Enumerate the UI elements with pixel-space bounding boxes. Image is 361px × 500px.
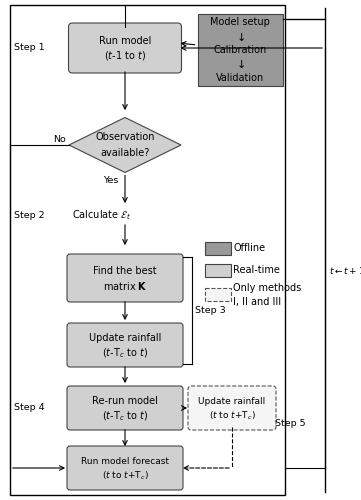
FancyBboxPatch shape [67, 323, 183, 367]
Text: Offline: Offline [233, 243, 265, 253]
Text: Step 5: Step 5 [275, 420, 306, 428]
FancyBboxPatch shape [67, 446, 183, 490]
Text: Update rainfall: Update rainfall [199, 396, 266, 406]
FancyBboxPatch shape [67, 386, 183, 430]
Text: $t\leftarrow t+1$: $t\leftarrow t+1$ [329, 264, 361, 276]
Bar [205, 242, 231, 254]
Bar [10, 5, 285, 495]
Text: Step 4: Step 4 [14, 404, 45, 412]
Text: ($t$-T$_c$ to $t$): ($t$-T$_c$ to $t$) [102, 346, 148, 360]
Bar [205, 288, 231, 300]
Text: I, II and III: I, II and III [233, 297, 281, 307]
Text: Model setup: Model setup [210, 17, 270, 27]
Text: Only methods: Only methods [233, 283, 301, 293]
Text: Update rainfall: Update rainfall [89, 333, 161, 343]
Bar [197, 14, 283, 86]
Text: available?: available? [100, 148, 150, 158]
Text: $\downarrow$: $\downarrow$ [234, 31, 245, 43]
FancyBboxPatch shape [69, 23, 182, 73]
Text: Step 1: Step 1 [14, 44, 45, 52]
Text: Real-time: Real-time [233, 265, 280, 275]
Text: Run model: Run model [99, 36, 151, 46]
Text: $\downarrow$: $\downarrow$ [234, 58, 245, 70]
Text: ($t$-T$_c$ to $t$): ($t$-T$_c$ to $t$) [102, 409, 148, 423]
Text: Find the best: Find the best [93, 266, 157, 276]
Bar [205, 264, 231, 276]
Text: No: No [53, 134, 66, 143]
Text: Re-run model: Re-run model [92, 396, 158, 406]
Text: Yes: Yes [103, 176, 119, 185]
Text: ($t$ to $t$+T$_c$): ($t$ to $t$+T$_c$) [209, 410, 256, 422]
Text: Step 2: Step 2 [14, 210, 45, 220]
Text: Calculate $\mathcal{E}_t$: Calculate $\mathcal{E}_t$ [72, 208, 131, 222]
Text: ($t$ to $t$+T$_c$): ($t$ to $t$+T$_c$) [101, 470, 148, 482]
FancyBboxPatch shape [188, 386, 276, 430]
Polygon shape [69, 118, 181, 172]
Text: Observation: Observation [95, 132, 155, 142]
Text: matrix $\mathbf{K}$: matrix $\mathbf{K}$ [103, 280, 147, 292]
Text: Run model forecast: Run model forecast [81, 456, 169, 466]
Text: Calibration: Calibration [213, 45, 267, 55]
Text: Validation: Validation [216, 73, 264, 83]
FancyBboxPatch shape [67, 254, 183, 302]
Text: Step 3: Step 3 [195, 306, 226, 315]
Text: ($t$-1 to $t$): ($t$-1 to $t$) [104, 50, 146, 62]
